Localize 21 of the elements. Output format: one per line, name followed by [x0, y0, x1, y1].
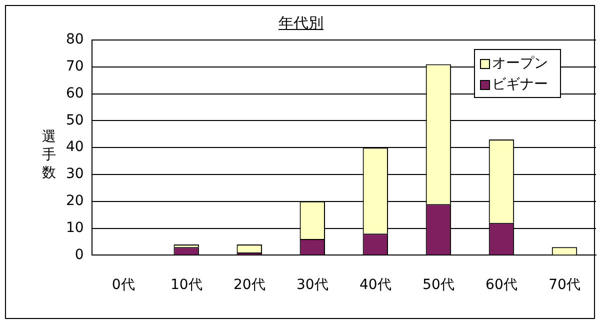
x-tick-label: 10代: [170, 277, 202, 294]
y-tick-label: 40: [66, 139, 84, 156]
y-tick-label: 20: [66, 193, 84, 210]
x-tick-label: 70代: [548, 277, 580, 294]
y-tick-label: 0: [74, 246, 84, 263]
y-axis-title: 選手数: [42, 128, 57, 182]
x-tick-label: 40代: [360, 277, 392, 294]
x-tick-label: 30代: [296, 277, 328, 294]
x-tick-label: 60代: [486, 277, 518, 294]
y-tick-label: 80: [66, 32, 84, 48]
chart-title: 年代別: [278, 14, 324, 33]
x-tick-label: 0代: [112, 277, 135, 294]
y-tick-label: 50: [66, 112, 84, 128]
x-tick-label: 20代: [233, 277, 266, 294]
legend-label: オープン: [492, 56, 548, 72]
y-tick-label: 60: [66, 85, 84, 102]
y-tick-label: 30: [66, 166, 84, 182]
legend-label: ビギナー: [492, 76, 548, 93]
y-tick-label: 70: [66, 58, 84, 75]
x-tick-label: 50代: [422, 277, 454, 294]
y-tick-label: 10: [66, 220, 84, 236]
